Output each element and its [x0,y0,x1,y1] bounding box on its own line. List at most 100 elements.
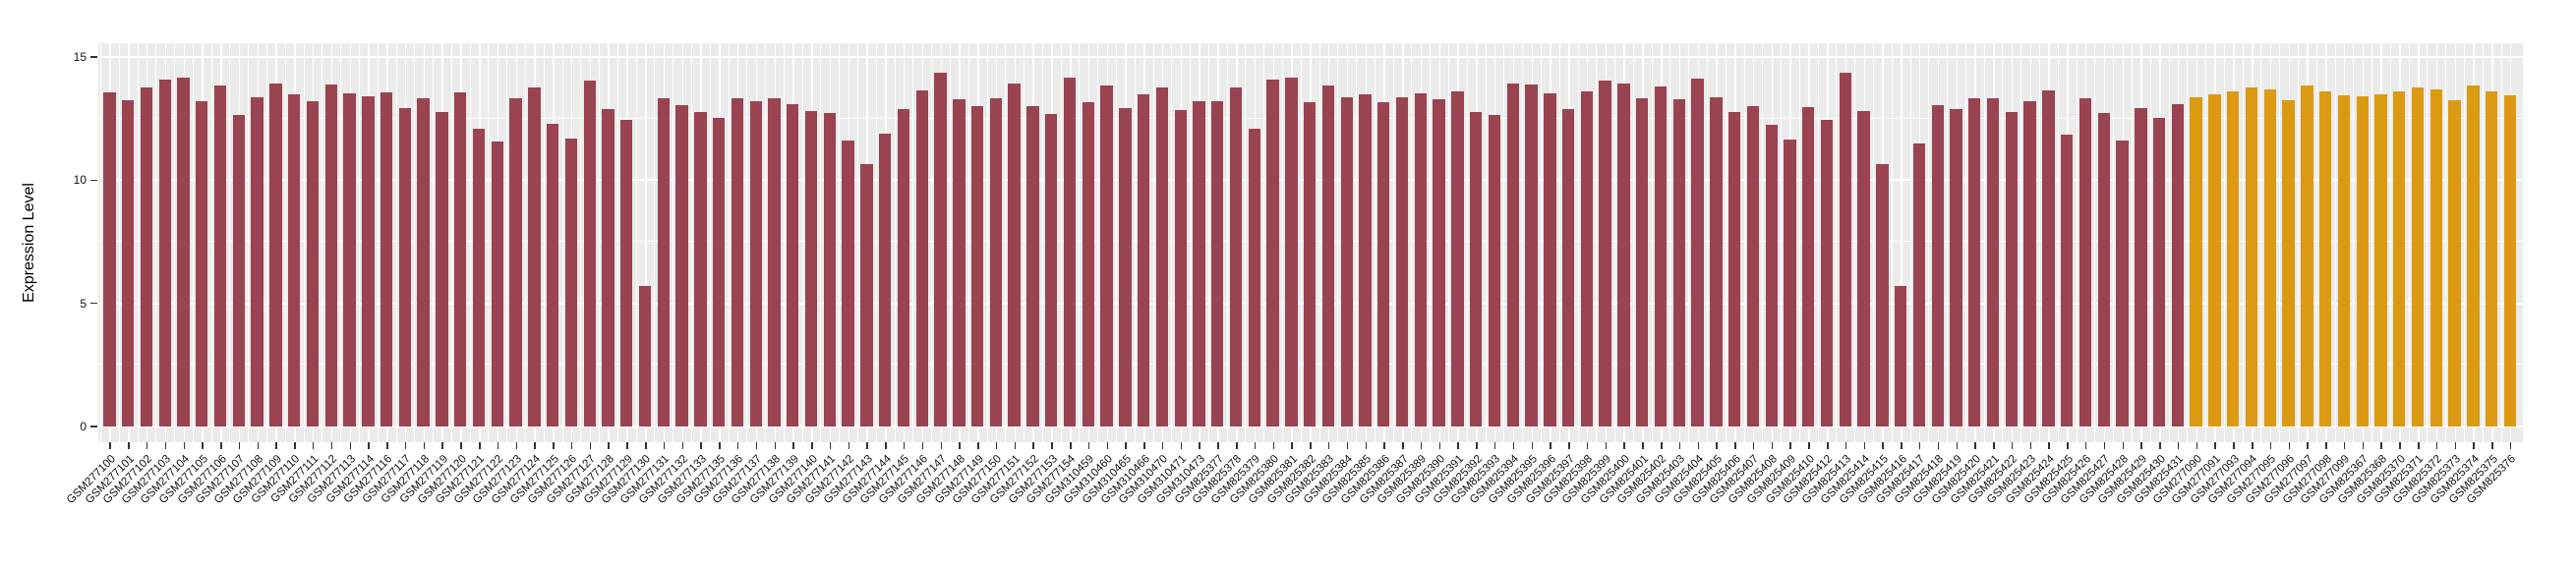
bar-slot: GSM825408 [1727,43,1781,506]
bar-slot: GSM825398 [1542,43,1597,506]
bar-GSM277121 [472,128,486,427]
bar-slot: GSM277112 [287,43,340,506]
y-tick [90,179,97,182]
x-tick [368,442,370,449]
x-tick [608,442,610,449]
x-tick [792,442,794,449]
bar-slot: GSM277097 [2262,43,2316,506]
bar-slot: GSM825368 [2336,43,2390,506]
x-tick [1550,442,1551,449]
x-tick [1568,442,1570,449]
bar-GSM277152 [1026,106,1039,427]
bar-slot: GSM825404 [1653,43,1707,506]
bar-GSM825391 [1451,91,1464,427]
x-tick [2103,442,2106,449]
x-tick [774,442,777,449]
bar-slot: GSM825382 [1265,43,1319,506]
bar-GSM825409 [1784,140,1796,427]
x-tick [1032,442,1034,449]
bar-GSM277095 [2263,88,2276,427]
x-tick [441,442,443,449]
bar-slot: GSM825378 [1191,43,1246,506]
bar-slot: GSM825413 [1800,43,1854,506]
bar-GSM825428 [2116,141,2129,427]
bar-GSM825421 [1986,98,2000,427]
x-tick [589,442,592,449]
x-tick [1327,442,1330,449]
bar-slot: GSM825393 [1449,43,1504,506]
x-tick [1070,442,1072,449]
x-tick [202,442,204,449]
bar-GSM277118 [417,98,430,427]
bar-GSM825418 [1931,105,1944,427]
bar-GSM825422 [2005,112,2019,427]
x-tick [294,442,296,449]
x-tick [1365,442,1368,449]
x-tick [1254,442,1257,449]
bar-GSM277142 [842,140,854,427]
bar-slot: GSM825371 [2372,43,2428,506]
bar-slot: GSM825427 [2059,43,2113,506]
bar-GSM825419 [1950,109,1962,427]
bar-slot: GSM277105 [157,43,211,506]
x-tick [1993,442,1995,449]
bar-slot: GSM277096 [2244,43,2298,506]
bar-GSM825399 [1599,81,1611,427]
bar-GSM825403 [1672,99,1685,427]
bar-GSM825375 [2485,91,2498,427]
bar-slot: GSM277110 [250,43,304,506]
bar-slot: GSM277148 [914,43,968,506]
bar-slot: GSM825386 [1339,43,1393,506]
bar-slot: GSM277102 [101,43,156,506]
bar-slot: GSM277132 [637,43,691,506]
bar-slot: GSM277111 [269,43,322,505]
x-tick [736,442,739,449]
bar-GSM825430 [2152,118,2166,427]
bar-GSM825426 [2078,98,2092,427]
x-tick [1937,442,1940,449]
bar-slot: GSM277144 [841,43,895,506]
x-tick [959,442,961,449]
bar-GSM277090 [2190,96,2202,427]
bar-GSM277132 [675,105,688,427]
x-tick [183,442,186,449]
bar-GSM310459 [1082,102,1094,427]
bar-GSM277113 [343,92,356,427]
x-tick [1623,442,1625,449]
x-tick [460,442,462,449]
bar-GSM825424 [2042,89,2055,427]
x-tick [2140,442,2142,449]
bar-slot: GSM277152 [988,43,1042,506]
y-axis-label: 0 [80,420,87,433]
x-tick [1661,442,1663,449]
bar-slot: GSM277094 [2206,43,2261,506]
bar-slot: GSM277091 [2170,43,2224,506]
bar-slot: GSM277154 [1025,43,1080,506]
bar-GSM825372 [2430,88,2443,427]
bar-slot: GSM825375 [2447,43,2501,506]
bar-slot: GSM277099 [2299,43,2354,506]
bar-GSM825368 [2374,93,2387,427]
x-tick [1789,442,1791,449]
x-tick [940,442,943,449]
bar-slot: GSM277121 [434,43,489,506]
x-tick [2084,442,2087,449]
bar-slot: GSM825419 [1911,43,1965,506]
bar-GSM825374 [2467,85,2480,427]
bar-GSM825367 [2356,96,2369,427]
x-tick [1402,442,1404,449]
x-tick [977,442,979,449]
bar-GSM825429 [2135,108,2147,427]
x-tick [2122,442,2125,449]
x-tick [1678,442,1681,449]
x-tick [995,442,998,449]
bar-GSM825427 [2097,113,2110,427]
bar-slot: GSM310460 [1062,43,1116,506]
bar-slot: GSM825374 [2429,43,2483,506]
bar-GSM277096 [2282,100,2295,427]
bar-slot: GSM825391 [1413,43,1467,506]
bar-slot: GSM825392 [1432,43,1486,506]
bar-GSM277136 [731,97,744,427]
x-tick [848,442,850,449]
bar-slot: GSM825421 [1948,43,2003,506]
